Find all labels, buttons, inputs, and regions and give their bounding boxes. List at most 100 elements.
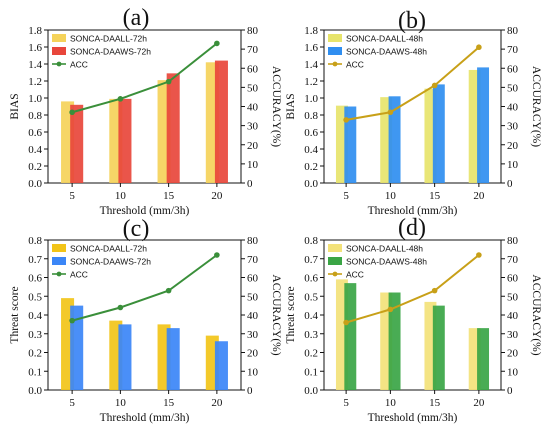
panel-1-legend-swatch-s2 [52, 47, 66, 55]
panel-3-ytick-label: 0.0 [28, 385, 42, 397]
panel-1-legend-swatch-s1 [52, 34, 66, 42]
panel-4-y2tick-label: 80 [507, 235, 519, 247]
panel-2-acc-line [345, 46, 480, 121]
panel-2-y2tick-label: 50 [507, 82, 519, 94]
panel-3-xtick-label: 15 [163, 397, 175, 409]
panel-1-bar-s2-10 [118, 98, 132, 183]
panel-4-legend-swatch-s2 [328, 257, 342, 265]
panel-1-bar-s2-5 [70, 104, 84, 183]
panel-3-ytick-label: 0.6 [28, 273, 42, 285]
panel-2-ytick-label: 0.6 [304, 127, 318, 139]
panel-3-legend-swatch-s2 [52, 257, 66, 265]
panel-3-acc-line [71, 254, 218, 322]
panel-1-y2tick-label: 40 [247, 102, 259, 114]
panel-4-legend-swatch-s1 [328, 244, 342, 252]
panel-3-legend-label-s1: SONCA-DAALL-72h [70, 244, 147, 254]
panel-4-ytick-label: 0.6 [304, 273, 318, 285]
panel-4-bar-s2-15 [432, 305, 445, 390]
panel-2-y2tick-label: 10 [507, 159, 519, 171]
panel-3-y2label: ACCURACY(%) [270, 274, 282, 355]
panel-1-ytick-label: 1.4 [28, 59, 42, 71]
panel-2-legend-label-s2: SONCA-DAAWS-48h [346, 47, 427, 57]
panel-1-xtick-label: 20 [211, 190, 223, 202]
panel-1-acc-point-15 [165, 78, 172, 85]
panel-2-y2tick-label: 70 [507, 44, 519, 56]
panel-4-ytick-label: 0.4 [304, 310, 318, 322]
panel-1-ytick-label: 0.8 [28, 110, 42, 122]
panel-4-y2label: ACCURACY(%) [530, 274, 542, 355]
panel-4-bar-s1-20 [468, 328, 481, 390]
panel-3-y2tick-label: 20 [247, 348, 259, 360]
panel-3-ytick-label: 0.3 [28, 329, 42, 341]
panel-3-legend-swatch-s1 [52, 244, 66, 252]
panel-1-y2tick-label: 50 [247, 82, 259, 94]
panel-2-acc-point-5 [343, 117, 349, 123]
panel-1-legend-label-s2: SONCA-DAAWS-72h [70, 47, 151, 57]
panel-3-bar-s2-5 [70, 305, 84, 390]
panel-3-legend-label-s2: SONCA-DAAWS-72h [70, 257, 151, 267]
panel-2-bar-s1-10 [380, 97, 393, 183]
panel-4-y2tick-label: 70 [507, 254, 519, 266]
panel-3-y2tick-label: 50 [247, 291, 259, 303]
panel-4-acc-line [345, 254, 480, 324]
panel-3-legend-label-acc: ACC [70, 270, 88, 280]
panel-4-y2tick-label: 0 [507, 385, 513, 397]
panel-2-legend-marker-acc [332, 61, 338, 67]
panel-3-ytick-label: 0.7 [28, 254, 42, 266]
panel-3-ytick-label: 0.1 [28, 366, 42, 378]
panel-4-bar-s2-5 [344, 283, 357, 390]
panel-2-y2tick-label: 40 [507, 102, 519, 114]
panel-1-ytick-label: 1.0 [28, 93, 42, 105]
panel-4-xtick-label: 20 [473, 397, 485, 409]
panel-4-ytick-label: 0.1 [304, 366, 318, 378]
panel-3-y2tick-label: 60 [247, 273, 259, 285]
panel-4-xlabel: Threshold (mm/3h) [368, 412, 458, 424]
panel-3-ytick-label: 0.2 [28, 348, 42, 360]
panel-2-xtick-label: 5 [343, 190, 349, 202]
panel-2-y2tick-label: 80 [507, 25, 519, 37]
panel-1-legend-label-s1: SONCA-DAALL-72h [70, 34, 147, 44]
panel-3-bar-s2-20 [214, 341, 228, 390]
panel-1-ytick-label: 1.8 [28, 25, 42, 37]
panel-3-acc-point-20 [214, 252, 220, 258]
panel-4-ytick-label: 0.5 [304, 291, 318, 303]
panel-4-bar-s2-20 [477, 328, 490, 390]
panel-1-ytick-label: 0.0 [28, 178, 42, 190]
panel-1-xlabel: Threshold (mm/3h) [100, 205, 190, 217]
panel-3-acc-point-5 [69, 317, 75, 324]
panel-2-bar-s1-5 [335, 105, 348, 183]
panel-2-acc-point-10 [387, 109, 394, 116]
panel-1-y2tick-label: 80 [247, 25, 259, 37]
panel-2-xtick-label: 10 [385, 190, 397, 202]
panel-2-xtick-label: 15 [429, 190, 441, 202]
panel-2-ytick-label: 0.4 [304, 144, 318, 156]
panel-4-y2tick-label: 20 [507, 348, 519, 360]
panel-1-ytick-label: 1.2 [28, 76, 42, 88]
panel-1-ytick-label: 0.2 [28, 161, 42, 173]
panel-1-acc-point-20 [214, 40, 220, 47]
panel-4-ytick-label: 0.8 [304, 235, 318, 247]
panel-4-xtick-label: 5 [343, 397, 349, 409]
panel-3-y2tick-label: 70 [247, 254, 259, 266]
panel-2-y2tick-label: 60 [507, 63, 519, 75]
panel-1-ytick-label: 0.4 [28, 144, 42, 156]
panel-3-ylabel: Threat score [9, 286, 21, 343]
panel-4-ytick-label: 0.0 [304, 385, 318, 397]
panel-2-xtick-label: 20 [473, 190, 485, 202]
panel-1-ytick-label: 1.6 [28, 42, 42, 54]
panel-1-ylabel: BIAS [9, 93, 21, 119]
panel-2-xlabel: Threshold (mm/3h) [368, 205, 458, 217]
panel-3-xtick-label: 20 [211, 397, 223, 409]
panel-3-panel-id: (c) [123, 216, 150, 242]
panel-4-y2tick-label: 60 [507, 273, 519, 285]
panel-1-y2tick-label: 70 [247, 44, 259, 56]
panel-2-ytick-label: 0.2 [304, 161, 318, 173]
panel-3-y2tick-label: 80 [247, 235, 259, 247]
panel-1-y2tick-label: 20 [247, 140, 259, 152]
panel-4-bar-s2-10 [388, 292, 401, 390]
panel-1-acc-line [71, 42, 218, 114]
panel-4-legend-label-s2: SONCA-DAAWS-48h [346, 257, 427, 267]
panel-4-legend-marker-acc [332, 271, 338, 277]
panel-2-ytick-label: 0.0 [304, 178, 318, 190]
